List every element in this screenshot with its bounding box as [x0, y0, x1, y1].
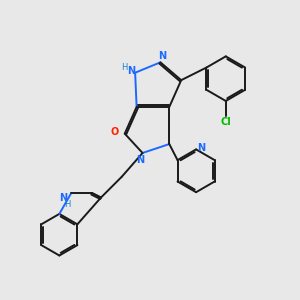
Text: Cl: Cl [220, 117, 231, 127]
Text: N: N [59, 194, 67, 203]
Text: O: O [110, 127, 118, 137]
Text: N: N [128, 66, 136, 76]
Text: N: N [197, 143, 206, 153]
Text: H: H [64, 200, 71, 209]
Text: N: N [158, 51, 166, 62]
Text: N: N [136, 154, 144, 164]
Text: H: H [121, 63, 127, 72]
